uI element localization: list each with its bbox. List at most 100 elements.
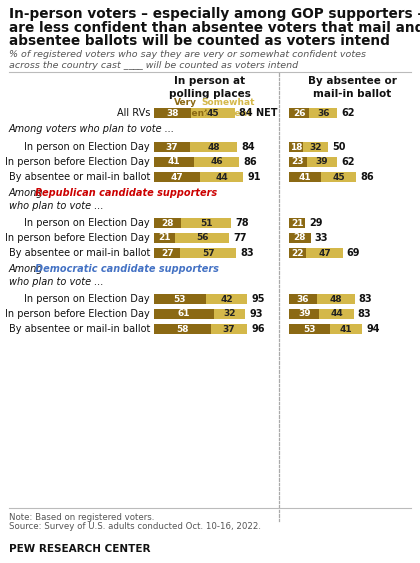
Text: 84 NET: 84 NET <box>239 108 278 118</box>
Text: Republican candidate supporters: Republican candidate supporters <box>35 188 217 198</box>
Text: 37: 37 <box>166 142 178 151</box>
Text: 39: 39 <box>298 310 310 319</box>
Text: 77: 77 <box>234 233 247 243</box>
Bar <box>289 172 321 182</box>
Text: 86: 86 <box>243 157 257 167</box>
Text: 93: 93 <box>249 309 262 319</box>
Text: 47: 47 <box>318 248 331 257</box>
Text: 21: 21 <box>291 218 303 227</box>
Text: 32: 32 <box>309 142 322 151</box>
Text: By absentee or mail-in ballot: By absentee or mail-in ballot <box>9 172 150 182</box>
Text: 42: 42 <box>220 294 233 303</box>
Bar <box>154 309 214 319</box>
Text: Very
confident: Very confident <box>161 98 209 118</box>
Text: 47: 47 <box>171 172 184 181</box>
Text: 41: 41 <box>168 158 181 167</box>
Text: By absentee or mail-in ballot: By absentee or mail-in ballot <box>9 324 150 334</box>
Text: 48: 48 <box>207 142 220 151</box>
Text: 83: 83 <box>359 294 372 304</box>
Text: 51: 51 <box>200 218 213 227</box>
Text: 18: 18 <box>290 142 302 151</box>
Bar <box>154 233 175 243</box>
Text: 62: 62 <box>341 157 355 167</box>
Text: 61: 61 <box>178 310 190 319</box>
Text: 38: 38 <box>166 109 179 118</box>
Text: 32: 32 <box>223 310 236 319</box>
Bar <box>181 218 231 228</box>
Bar <box>154 218 181 228</box>
Bar <box>320 309 354 319</box>
Text: By absentee or mail-in ballot: By absentee or mail-in ballot <box>9 248 150 258</box>
Text: Democratic candidate supporters: Democratic candidate supporters <box>35 264 219 274</box>
Text: 57: 57 <box>202 248 215 257</box>
Text: 86: 86 <box>360 172 374 182</box>
Text: In person on Election Day: In person on Election Day <box>24 294 150 304</box>
Bar <box>154 248 181 258</box>
Bar <box>211 324 247 334</box>
Text: 22: 22 <box>291 248 304 257</box>
Bar <box>154 294 206 304</box>
Text: In person on Election Day: In person on Election Day <box>24 142 150 152</box>
Text: 28: 28 <box>294 234 306 243</box>
Text: who plan to vote ...: who plan to vote ... <box>9 201 104 211</box>
Text: 91: 91 <box>247 172 261 182</box>
Text: 36: 36 <box>297 294 309 303</box>
Bar <box>154 142 190 152</box>
Bar <box>194 157 239 167</box>
Text: In-person voters – especially among GOP supporters –: In-person voters – especially among GOP … <box>9 7 420 21</box>
Text: 83: 83 <box>240 248 254 258</box>
Bar <box>289 108 309 118</box>
Bar <box>181 248 236 258</box>
Text: 45: 45 <box>332 172 345 181</box>
Text: 50: 50 <box>332 142 346 152</box>
Bar <box>190 142 237 152</box>
Text: 41: 41 <box>299 172 311 181</box>
Bar <box>307 157 337 167</box>
Bar <box>303 142 328 152</box>
Bar <box>206 294 247 304</box>
Bar <box>191 108 235 118</box>
Text: absentee ballots will be counted as voters intend: absentee ballots will be counted as vote… <box>9 34 390 48</box>
Bar <box>200 172 243 182</box>
Bar <box>331 324 362 334</box>
Text: 48: 48 <box>329 294 342 303</box>
Bar <box>154 157 194 167</box>
Bar <box>289 233 311 243</box>
Text: 84: 84 <box>241 142 255 152</box>
Text: 45: 45 <box>207 109 220 118</box>
Bar <box>289 142 303 152</box>
Text: are less confident than absentee voters that mail and: are less confident than absentee voters … <box>9 20 420 34</box>
Text: In person before Election Day: In person before Election Day <box>5 233 150 243</box>
Text: 58: 58 <box>176 324 189 333</box>
Text: 94: 94 <box>366 324 380 334</box>
Bar <box>154 172 200 182</box>
Text: 69: 69 <box>347 248 360 258</box>
Text: By absentee or
mail-in ballot: By absentee or mail-in ballot <box>307 76 396 99</box>
Bar <box>175 233 229 243</box>
Text: In person on Election Day: In person on Election Day <box>24 218 150 228</box>
Text: 83: 83 <box>358 309 371 319</box>
Bar <box>289 324 331 334</box>
Text: 44: 44 <box>215 172 228 181</box>
Text: PEW RESEARCH CENTER: PEW RESEARCH CENTER <box>9 544 150 554</box>
Bar <box>289 294 317 304</box>
Text: 27: 27 <box>161 248 173 257</box>
Text: 53: 53 <box>303 324 316 333</box>
Text: In person before Election Day: In person before Election Day <box>5 157 150 167</box>
Bar <box>154 108 191 118</box>
Text: 39: 39 <box>316 158 328 167</box>
Text: 37: 37 <box>223 324 235 333</box>
Bar <box>289 157 307 167</box>
Bar <box>306 248 343 258</box>
Text: 56: 56 <box>196 234 208 243</box>
Text: 36: 36 <box>317 109 330 118</box>
Text: 28: 28 <box>161 218 174 227</box>
Text: 95: 95 <box>251 294 265 304</box>
Text: Among: Among <box>9 264 47 274</box>
Text: 62: 62 <box>341 108 355 118</box>
Text: % of registered voters who say they are very or somewhat confident votes: % of registered voters who say they are … <box>9 50 366 59</box>
Text: In person before Election Day: In person before Election Day <box>5 309 150 319</box>
Text: who plan to vote ...: who plan to vote ... <box>9 277 104 287</box>
Bar <box>154 324 211 334</box>
Text: 44: 44 <box>330 310 343 319</box>
